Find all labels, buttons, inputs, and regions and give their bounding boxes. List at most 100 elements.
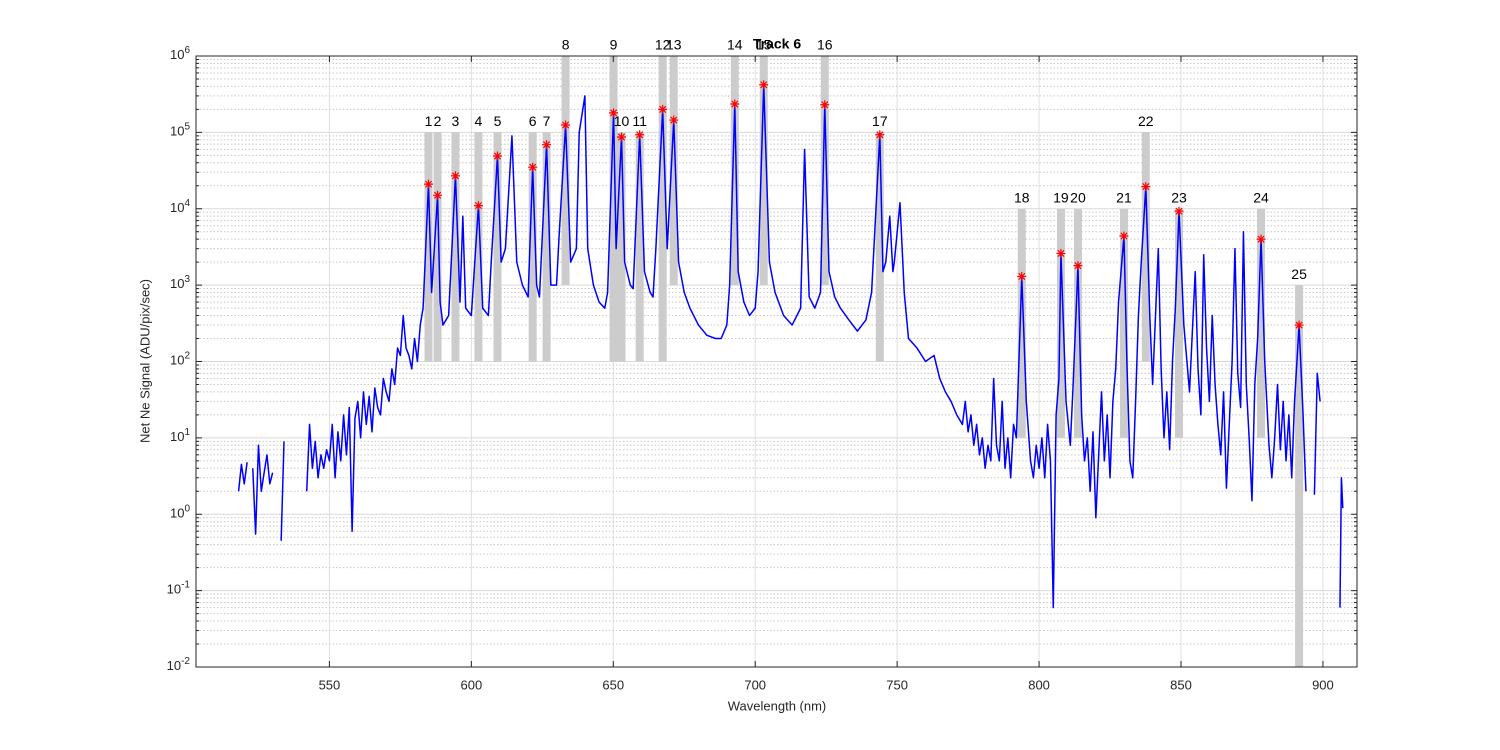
peak-marker bbox=[759, 80, 769, 90]
peak-marker bbox=[492, 151, 502, 161]
peak-marker bbox=[635, 130, 645, 140]
peak-band bbox=[1119, 208, 1128, 438]
peak-band bbox=[493, 132, 502, 362]
x-tick-label: 850 bbox=[1170, 677, 1192, 692]
peak-markers bbox=[423, 80, 1304, 330]
peak-label: 14 bbox=[727, 37, 743, 53]
peak-label: 23 bbox=[1171, 189, 1187, 205]
peak-band bbox=[1295, 285, 1304, 667]
spectrum bbox=[237, 84, 1344, 609]
y-tick-label: 103 bbox=[170, 274, 190, 292]
peak-label: 7 bbox=[543, 113, 551, 129]
x-tick-label: 650 bbox=[602, 677, 624, 692]
y-tick-label: 104 bbox=[170, 197, 190, 215]
peak-band bbox=[451, 132, 460, 362]
y-tick-label: 100 bbox=[170, 503, 190, 521]
peak-band bbox=[609, 56, 618, 362]
peak-label: 15 bbox=[756, 37, 772, 53]
peak-marker bbox=[1174, 206, 1184, 216]
x-tick-label: 700 bbox=[744, 677, 766, 692]
peak-marker bbox=[450, 171, 460, 181]
peak-marker bbox=[820, 100, 830, 110]
peak-label: 2 bbox=[434, 113, 442, 129]
peak-label: 24 bbox=[1253, 189, 1269, 205]
peak-band bbox=[1073, 208, 1082, 438]
peak-band bbox=[820, 56, 829, 286]
peak-label: 12 bbox=[655, 37, 671, 53]
y-tick-label: 106 bbox=[170, 45, 190, 63]
peak-marker bbox=[542, 140, 552, 150]
peak-label: 8 bbox=[562, 37, 570, 53]
x-tick-label: 550 bbox=[319, 677, 341, 692]
peak-band bbox=[759, 56, 768, 286]
spectrum-line bbox=[237, 84, 1344, 609]
x-tick-label: 900 bbox=[1312, 677, 1334, 692]
peak-band bbox=[1141, 132, 1150, 362]
peak-band bbox=[528, 132, 537, 362]
peak-marker bbox=[1141, 182, 1151, 192]
peak-marker bbox=[528, 162, 538, 172]
peak-marker bbox=[1294, 320, 1304, 330]
peak-band bbox=[1175, 208, 1184, 438]
peak-label: 5 bbox=[494, 113, 502, 129]
peak-label: 6 bbox=[529, 113, 537, 129]
peak-label: 3 bbox=[452, 113, 460, 129]
peak-band bbox=[617, 132, 626, 362]
peak-marker bbox=[1119, 231, 1129, 241]
x-tick-label: 750 bbox=[886, 677, 908, 692]
peak-band bbox=[1017, 208, 1026, 438]
peak-bands bbox=[424, 56, 1304, 667]
x-tick-label: 600 bbox=[460, 677, 482, 692]
peak-label: 11 bbox=[632, 113, 647, 129]
peak-band bbox=[561, 56, 570, 286]
peak-band bbox=[669, 56, 678, 286]
y-tick-label: 10-2 bbox=[167, 656, 191, 674]
peak-label: 1 bbox=[425, 113, 433, 129]
peak-marker bbox=[473, 201, 483, 211]
peak-label: 9 bbox=[610, 37, 618, 53]
peak-label: 19 bbox=[1053, 189, 1069, 205]
peak-marker bbox=[1073, 261, 1083, 271]
peak-label: 22 bbox=[1138, 113, 1154, 129]
y-axis-label: Net Ne Signal (ADU/pix/sec) bbox=[137, 279, 152, 443]
y-tick-label: 101 bbox=[170, 427, 190, 445]
peak-marker bbox=[617, 132, 627, 142]
peak-label: 17 bbox=[872, 113, 888, 129]
peak-band bbox=[635, 132, 644, 362]
peak-band bbox=[875, 132, 884, 362]
y-tick-label: 105 bbox=[170, 121, 190, 139]
peak-marker bbox=[433, 190, 443, 200]
peak-label: 13 bbox=[666, 37, 682, 53]
y-tick-label: 102 bbox=[170, 350, 190, 368]
peak-marker bbox=[423, 179, 433, 189]
peak-band bbox=[542, 132, 551, 362]
peak-marker bbox=[1017, 271, 1027, 281]
x-axis-label: Wavelength (nm) bbox=[728, 698, 827, 713]
peak-marker bbox=[658, 104, 668, 114]
peak-label: 10 bbox=[614, 113, 630, 129]
ticks: 550 600 650 700 750 800 850 90010-210-110010110… bbox=[167, 45, 1357, 692]
peak-marker bbox=[730, 99, 740, 109]
peak-label: 21 bbox=[1116, 189, 1132, 205]
peak-label: 18 bbox=[1014, 189, 1030, 205]
peak-marker bbox=[609, 108, 619, 118]
peak-band bbox=[433, 132, 442, 362]
y-tick-label: 10-1 bbox=[167, 579, 191, 597]
chart-title: Track 6 bbox=[753, 36, 801, 52]
x-tick-label: 800 bbox=[1028, 677, 1050, 692]
peak-band bbox=[474, 132, 483, 362]
peak-band bbox=[658, 56, 667, 362]
peak-band bbox=[424, 132, 433, 362]
peak-marker bbox=[1256, 234, 1266, 244]
peak-band bbox=[730, 56, 739, 286]
peak-label: 25 bbox=[1291, 266, 1307, 282]
peak-band bbox=[1257, 208, 1266, 438]
peak-label: 16 bbox=[817, 37, 833, 53]
peak-marker bbox=[875, 130, 885, 140]
peak-marker bbox=[1056, 248, 1066, 258]
peak-label: 20 bbox=[1070, 189, 1086, 205]
peak-marker bbox=[669, 115, 679, 125]
